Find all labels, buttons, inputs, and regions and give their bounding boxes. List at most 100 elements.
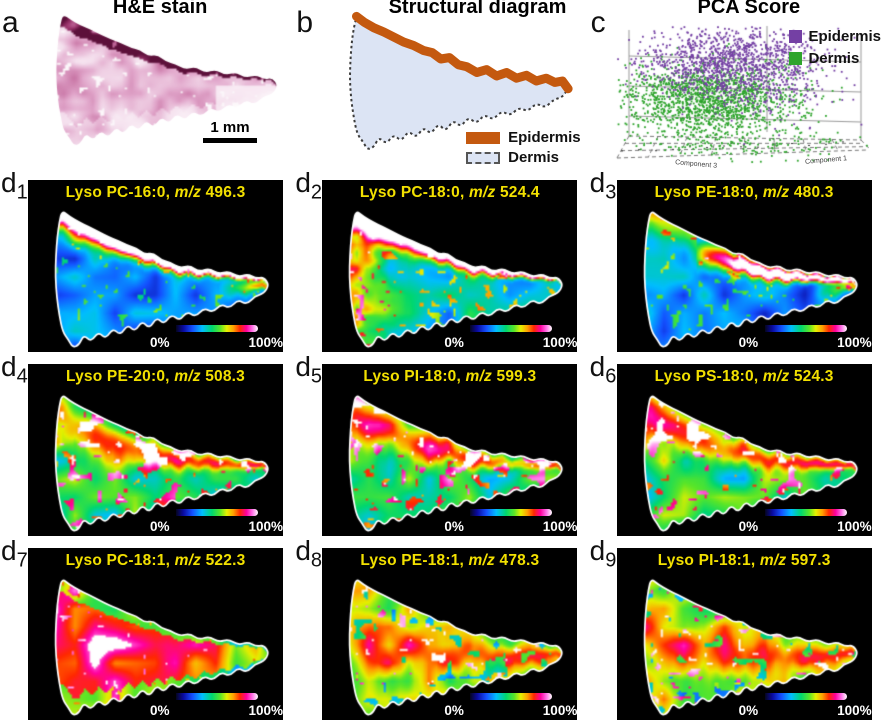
panel-pca-score: c PCA Score Epidermis Dermis Component 3…: [589, 0, 883, 170]
panel-label-d1: d1: [1, 167, 28, 204]
colorbar-min-label: 0%: [738, 335, 759, 350]
colorbar-max-label: 100%: [542, 703, 578, 718]
msi-panel-d4: Lyso PE-20:0, m/z 508.3 0% 100%: [28, 364, 283, 536]
colorbar-min-label: 0%: [738, 519, 759, 534]
panel-label-d4: d4: [1, 351, 28, 388]
he-stain-image: [0, 0, 294, 164]
colorbar-max-label: 100%: [248, 335, 283, 350]
scale-bar-label: 1 mm: [210, 119, 250, 136]
dermis-shape: [349, 17, 568, 150]
panel-label-d6: d6: [589, 351, 617, 388]
dermis-swatch: [789, 52, 803, 65]
panel-label-d3: d3: [589, 167, 617, 204]
msi-panel-d8: Lyso PE-18:1, m/z 478.3 0% 100%: [322, 548, 578, 720]
legend-item-epidermis: Epidermis: [789, 28, 881, 45]
msi-heatmap-d2: [322, 180, 578, 352]
colorbar-max-label: 100%: [248, 703, 283, 718]
msi-panel-d6: Lyso PS-18:0, m/z 524.3 0% 100%: [616, 364, 872, 536]
dermis-label: Dermis: [808, 50, 860, 67]
colorbar-min-label: 0%: [150, 519, 170, 534]
colorbar-d9: 0% 100%: [735, 686, 872, 720]
colorbar-min-label: 0%: [444, 335, 464, 350]
colorbar-d2: 0% 100%: [440, 318, 577, 352]
colorbar-d1: 0% 100%: [146, 318, 283, 352]
msi-heatmap-d1: [28, 180, 283, 352]
pca-scatter-plot: [614, 24, 869, 166]
pca-legend: Epidermis Dermis: [789, 28, 881, 72]
msi-panel-d1: Lyso PC-16:0, m/z 496.3 0% 100%: [28, 180, 283, 352]
colorbar-max-label: 100%: [542, 335, 578, 350]
msi-title-d4: Lyso PE-20:0, m/z 508.3: [66, 368, 245, 385]
colorbar-max-label: 100%: [542, 519, 578, 534]
legend-item-dermis: Dermis: [466, 149, 581, 166]
structural-diagram: [349, 11, 573, 150]
colorbar-gradient: [176, 693, 258, 700]
scale-bar-line: [203, 138, 257, 143]
panel-structural-diagram: b Structural diagram Epidermis Dermis: [294, 0, 588, 168]
msi-title-d9: Lyso PI-18:1, m/z 597.3: [657, 552, 831, 569]
panel-label-d7: d7: [1, 535, 28, 572]
colorbar-d4: 0% 100%: [146, 502, 283, 536]
msi-heatmap-d4: [28, 364, 283, 536]
msi-title-d2: Lyso PC-18:0, m/z 524.4: [359, 184, 540, 201]
msi-title-d5: Lyso PI-18:0, m/z 599.3: [363, 368, 537, 385]
msi-heatmap-d9: [616, 548, 872, 720]
colorbar-d7: 0% 100%: [146, 686, 283, 720]
colorbar-gradient: [764, 509, 847, 516]
msi-panel-d7: Lyso PC-18:1, m/z 522.3 0% 100%: [28, 548, 283, 720]
colorbar-gradient: [764, 325, 847, 332]
epidermis-label: Epidermis: [508, 129, 581, 146]
panel-label-d9: d9: [589, 535, 617, 572]
colorbar-d5: 0% 100%: [440, 502, 577, 536]
scale-bar: 1 mm: [203, 119, 257, 143]
msi-grid: d1 Lyso PC-16:0, m/z 496.3 0% 100% d2 Lyso PC…: [0, 167, 883, 720]
panel-label-d8: d8: [295, 535, 323, 572]
msi-heatmap-d6: [616, 364, 872, 536]
msi-cell-d6: d6 Lyso PS-18:0, m/z 524.3 0% 100%: [589, 351, 883, 536]
colorbar-gradient: [176, 509, 258, 516]
msi-title-d7: Lyso PC-18:1, m/z 522.3: [65, 552, 246, 569]
panel-label-c: c: [590, 6, 606, 39]
structural-diagram-title: Structural diagram: [388, 0, 567, 18]
msi-heatmap-d8: [322, 548, 578, 720]
colorbar-d8: 0% 100%: [440, 686, 577, 720]
msi-title-d1: Lyso PC-16:0, m/z 496.3: [65, 184, 246, 201]
colorbar-min-label: 0%: [738, 703, 759, 718]
epidermis-shape: [352, 11, 573, 94]
epidermis-label: Epidermis: [808, 28, 881, 45]
msi-cell-d9: d9 Lyso PI-18:1, m/z 597.3 0% 100%: [589, 535, 883, 720]
colorbar-d3: 0% 100%: [735, 318, 872, 352]
structural-legend: Epidermis Dermis: [466, 126, 581, 166]
panel-label-b: b: [296, 6, 314, 39]
colorbar-max-label: 100%: [248, 519, 283, 534]
msi-cell-d5: d5 Lyso PI-18:0, m/z 599.3 0% 100%: [294, 351, 588, 536]
colorbar-gradient: [764, 693, 847, 700]
colorbar-max-label: 100%: [837, 335, 872, 350]
colorbar-gradient: [470, 325, 553, 332]
colorbar-max-label: 100%: [837, 519, 872, 534]
colorbar-gradient: [176, 325, 258, 332]
msi-title-d8: Lyso PE-18:1, m/z 478.3: [360, 552, 540, 569]
colorbar-min-label: 0%: [150, 335, 170, 350]
colorbar-max-label: 100%: [837, 703, 872, 718]
panel-label-d2: d2: [295, 167, 323, 204]
pca-title: PCA Score: [697, 0, 801, 18]
msi-panel-d3: Lyso PE-18:0, m/z 480.3 0% 100%: [616, 180, 872, 352]
panel-he-stain: a H&E stain 1 mm: [0, 0, 294, 168]
msi-title-d3: Lyso PE-18:0, m/z 480.3: [654, 184, 834, 201]
dermis-label: Dermis: [508, 149, 559, 166]
msi-heatmap-d5: [322, 364, 578, 536]
top-row: a H&E stain 1 mm b Structural diagram Ep…: [0, 0, 883, 170]
dermis-swatch: [466, 151, 501, 164]
msi-cell-d4: d4 Lyso PE-20:0, m/z 508.3 0% 100%: [0, 351, 294, 536]
msi-title-d6: Lyso PS-18:0, m/z 524.3: [654, 368, 834, 385]
colorbar-min-label: 0%: [150, 703, 170, 718]
legend-item-epidermis: Epidermis: [466, 129, 581, 146]
msi-cell-d8: d8 Lyso PE-18:1, m/z 478.3 0% 100%: [294, 535, 588, 720]
msi-cell-d2: d2 Lyso PC-18:0, m/z 524.4 0% 100%: [294, 167, 588, 352]
colorbar-gradient: [470, 509, 553, 516]
msi-panel-d9: Lyso PI-18:1, m/z 597.3 0% 100%: [616, 548, 872, 720]
msi-cell-d1: d1 Lyso PC-16:0, m/z 496.3 0% 100%: [0, 167, 294, 352]
msi-panel-d2: Lyso PC-18:0, m/z 524.4 0% 100%: [322, 180, 578, 352]
